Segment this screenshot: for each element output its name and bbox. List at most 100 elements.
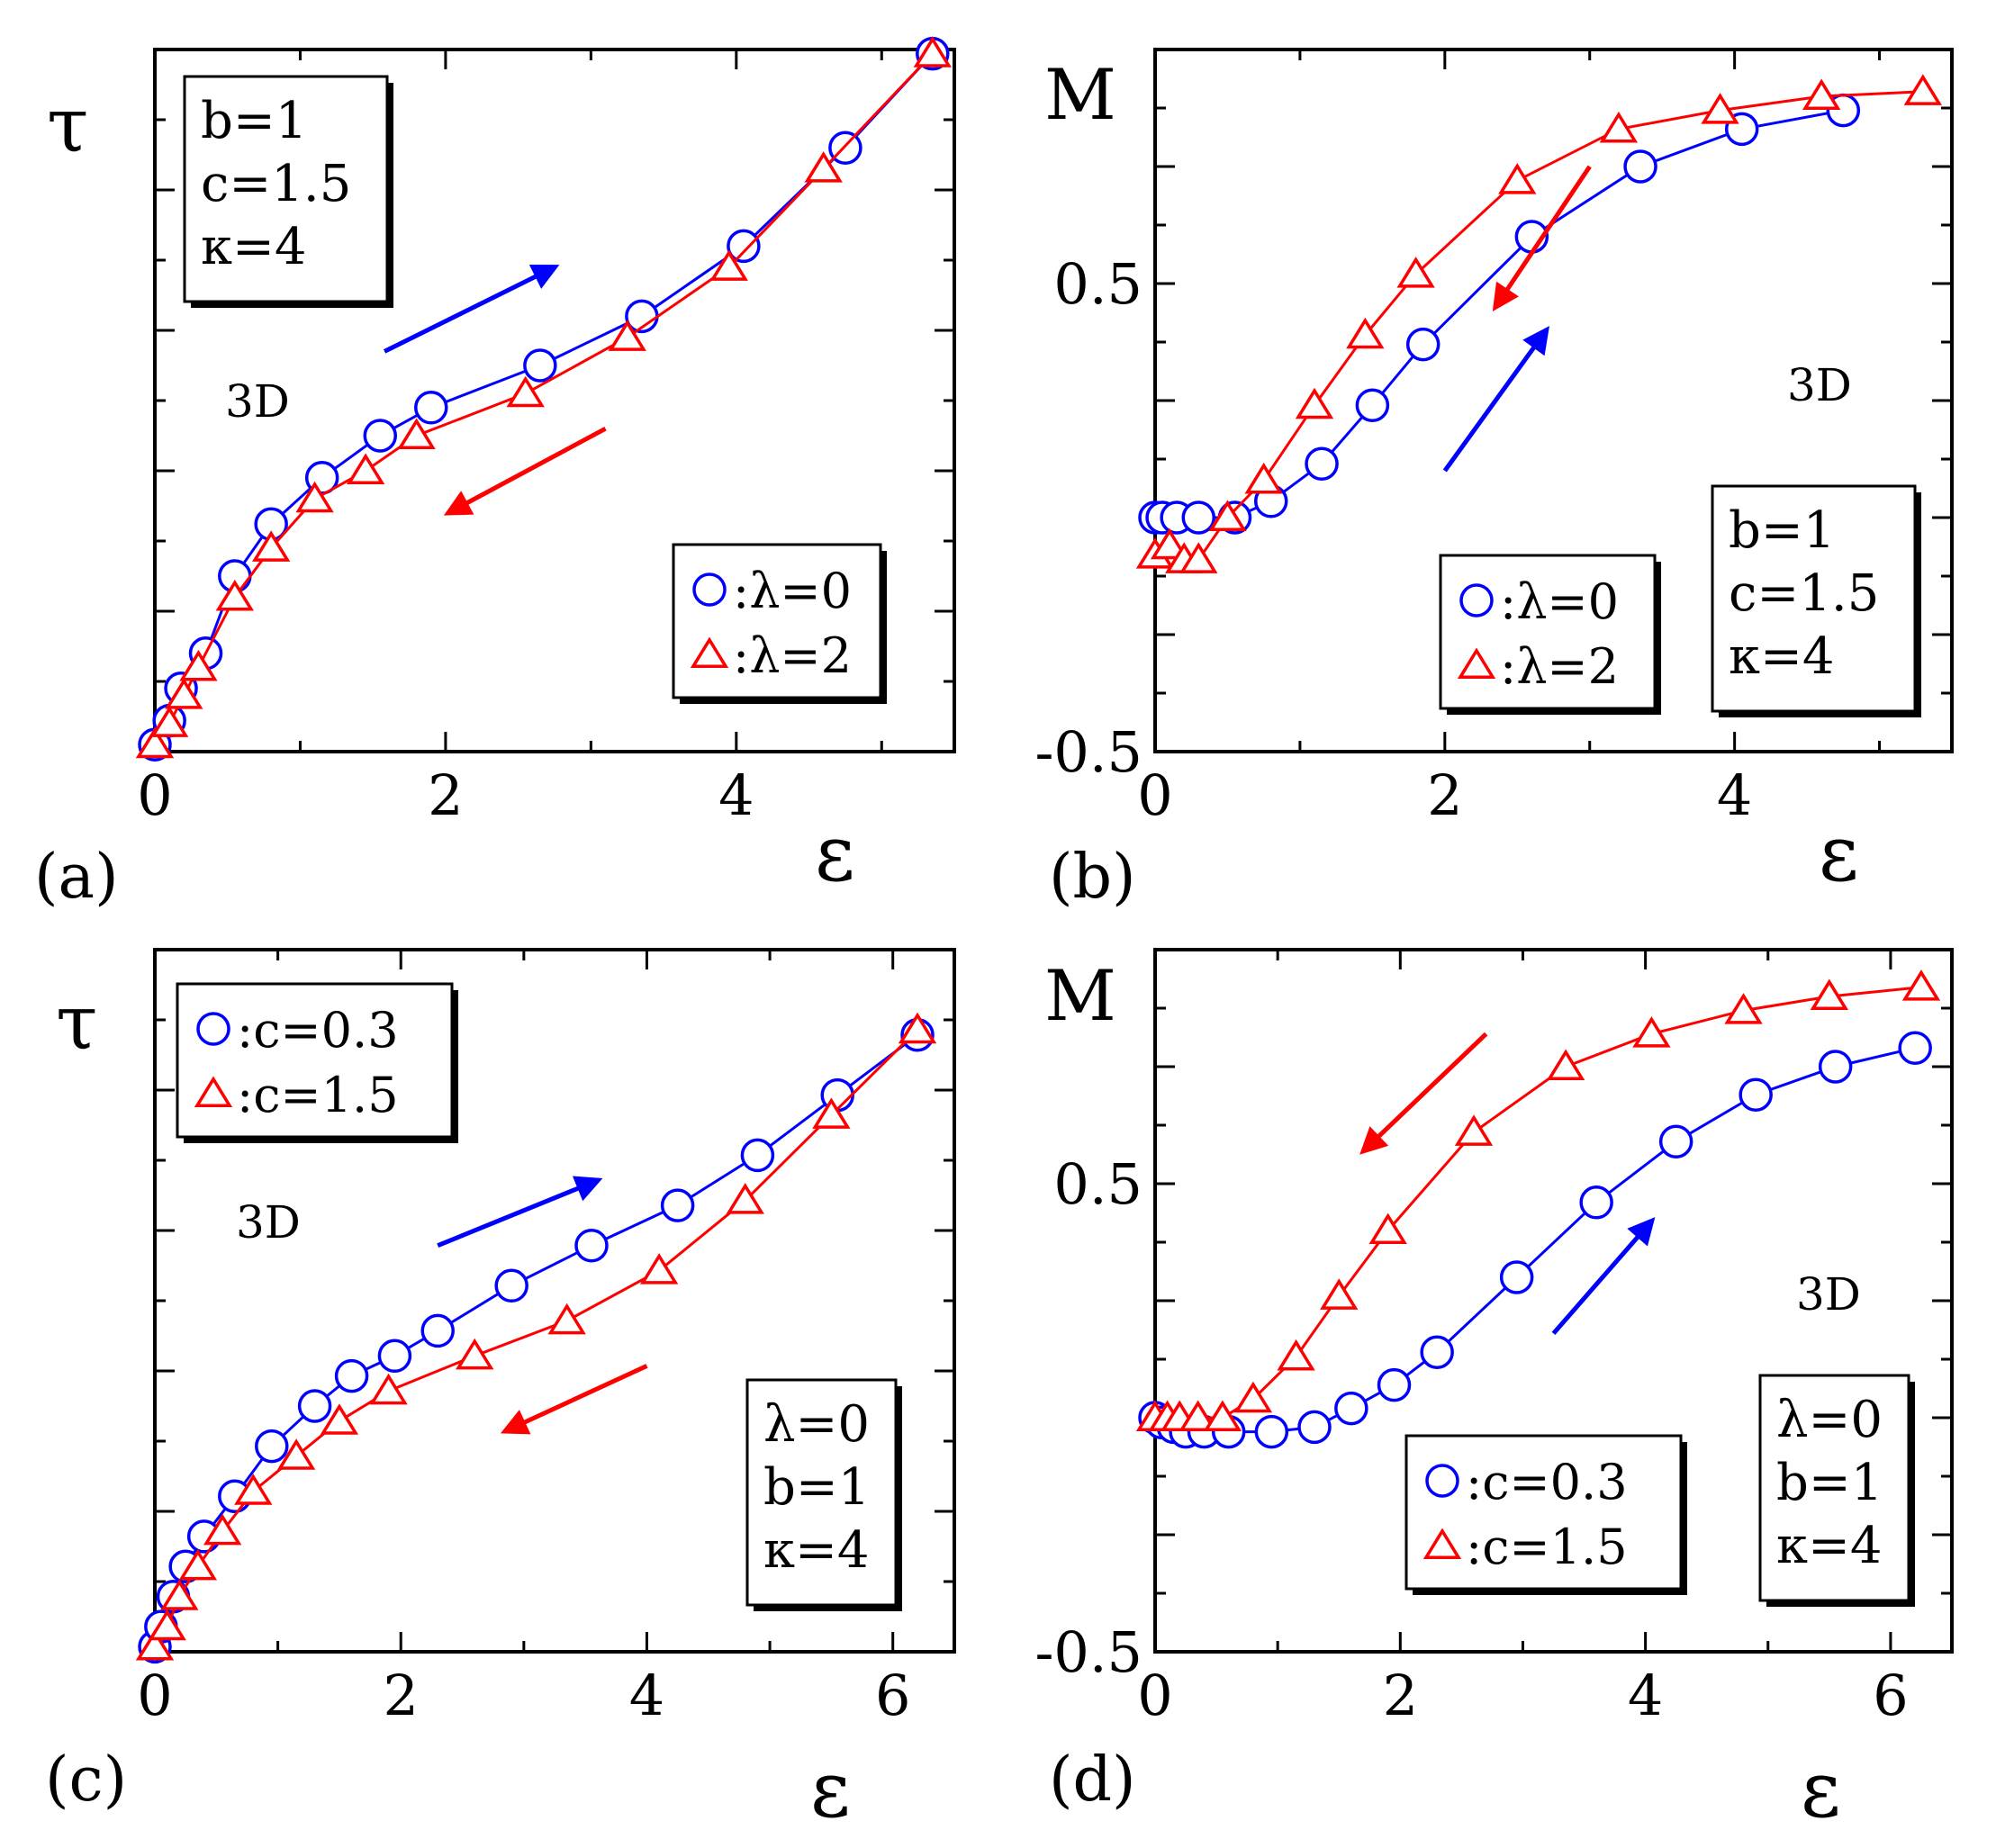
- panel-b-param-line: c=1.5: [1729, 564, 1879, 623]
- panel-a: (a) τ ε 3D 0 2 4 b=1c=1.5κ=4:λ=0:λ=2: [34, 36, 956, 913]
- panel-c-series-0-point: [334, 1358, 369, 1393]
- panel-a-series-1-point: [608, 320, 646, 351]
- panel-a-series-1-point: [295, 481, 334, 513]
- panel-c-series-0-point: [255, 1429, 289, 1464]
- panel-c-legend: [176, 982, 454, 1139]
- panel-b-xtick-label: 4: [1717, 762, 1752, 828]
- panel-c-param-line: λ=0: [763, 1395, 870, 1454]
- panel-c-series-1-point: [547, 1303, 586, 1335]
- panel-b-ylabel: M: [1044, 55, 1116, 136]
- panel-d-series-1-point: [1320, 1278, 1359, 1310]
- panel-b-legend-marker: [1457, 647, 1496, 680]
- panel-a-arrow-blue: [383, 265, 560, 354]
- panel-d-series-1-point: [1810, 978, 1849, 1011]
- panel-c-series-1-point: [178, 1548, 217, 1581]
- panel-c-arrow-red: [500, 1364, 648, 1435]
- panel-c-legend-label: :c=1.5: [237, 1067, 399, 1123]
- panel-c-series-1-point: [148, 1609, 186, 1641]
- panel-b-series-1-point: [1150, 527, 1189, 560]
- panel-c-series-0-point: [660, 1188, 695, 1222]
- panel-b-dimension-label: 3D: [1787, 359, 1852, 411]
- panel-a-series-0-point: [523, 348, 557, 383]
- panel-b-param-line: κ=4: [1729, 627, 1835, 686]
- panel-d-plot: 0 2 4 6 -0.5 0.5 λ=0b=1κ=4:c=0.3:c=1.5: [1034, 948, 1954, 1728]
- panel-b-arrow-blue: [1442, 326, 1549, 473]
- panel-b-ytick-label: 0.5: [1053, 251, 1143, 317]
- panel-b-param-box: [1711, 484, 1917, 713]
- panel-b-series-1-point: [1802, 78, 1841, 111]
- panel-c-legend-marker: [196, 1012, 230, 1046]
- panel-a-legend: [672, 543, 882, 699]
- panel-d-xlabel: ε: [1801, 1745, 1841, 1835]
- panel-a-legend-marker: [692, 572, 727, 607]
- panel-c-param-line: κ=4: [763, 1521, 870, 1580]
- panel-b-series-0-line: [1155, 109, 1844, 519]
- panel-a-param-box: [183, 75, 389, 303]
- panel-d-series-0-point: [1579, 1185, 1613, 1220]
- panel-a-ylabel: τ: [47, 81, 88, 169]
- panel-a-xtick-label: 2: [428, 762, 463, 828]
- panel-c-xtick-label: 4: [629, 1663, 664, 1728]
- panel-c-series-1-point: [369, 1373, 408, 1405]
- panel-c-legend-label: :c=0.3: [237, 1002, 399, 1059]
- panel-b-series-0-point: [1355, 388, 1390, 422]
- panel-a-series-1-point: [135, 726, 175, 759]
- panel-d-param-line: b=1: [1776, 1454, 1883, 1512]
- panel-b-legend-label: :λ=2: [1500, 638, 1619, 695]
- panel-b-series-1-point: [1599, 111, 1639, 143]
- panel-c-label: (c): [45, 1744, 127, 1816]
- panel-c-series-0-point: [377, 1339, 412, 1374]
- panel-d-dimension-label: 3D: [1796, 1268, 1861, 1321]
- panel-a-series-1-point: [149, 706, 189, 737]
- panel-c-series-1-point: [456, 1338, 494, 1370]
- panel-a-series-1-point: [913, 36, 952, 68]
- panel-d-series-0-point: [1499, 1260, 1534, 1294]
- panel-c-series-0-point: [297, 1389, 332, 1423]
- panel-a-series-0-point: [363, 419, 398, 453]
- panel-a-param-line: κ=4: [201, 218, 307, 276]
- panel-d-series-1-point: [1368, 1212, 1407, 1245]
- panel-a-series-1-point: [709, 249, 748, 281]
- panel-a-xtick-label: 0: [137, 762, 172, 828]
- panel-d-xtick-label: 0: [1137, 1663, 1172, 1728]
- panel-c-xtick-label: 0: [137, 1663, 172, 1728]
- panel-c-xtick-label: 2: [384, 1663, 419, 1728]
- panel-d-xtick-label: 6: [1873, 1663, 1908, 1728]
- panel-d-ytick-label: -0.5: [1034, 1619, 1143, 1685]
- panel-c-series-1-point: [726, 1183, 764, 1214]
- panel-b-xlabel: ε: [1819, 809, 1859, 899]
- panel-d-series-1-point: [1277, 1339, 1315, 1371]
- panel-d-series-0-point: [1898, 1031, 1932, 1065]
- panel-d: (d) M ε 3D 0 2 4 6 -0.5 0.5 λ=0b=1κ=4:c=0.3:c=…: [1034, 948, 1954, 1835]
- panel-b-xtick-label: 2: [1427, 762, 1462, 828]
- panel-c-param-box: [745, 1378, 898, 1607]
- panel-c-series-1-point: [898, 1012, 937, 1044]
- panel-d-series-1-point: [1179, 1400, 1217, 1432]
- panel-b-series-1-point: [1346, 317, 1385, 349]
- panel-c-ylabel: τ: [56, 978, 97, 1067]
- panel-d-series-0-point: [1658, 1124, 1693, 1158]
- panel-b-ytick-label: -0.5: [1034, 719, 1143, 785]
- panel-c-xtick-label: 6: [875, 1663, 910, 1728]
- panel-a-series-1-point: [506, 375, 545, 408]
- panel-a-series-1-point: [804, 151, 843, 183]
- panel-a-xlabel: ε: [815, 809, 855, 899]
- panel-a-series-1-point: [215, 579, 254, 611]
- panel-a-series-0-point: [727, 229, 761, 264]
- panel-a-legend-label: :λ=2: [733, 627, 852, 684]
- panel-a-legend-marker: [690, 636, 729, 669]
- panel-d-param-box: [1758, 1374, 1910, 1602]
- panel-b-series-0-point: [1181, 500, 1216, 535]
- panel-c-param-line: b=1: [763, 1458, 870, 1517]
- panel-b-legend: [1439, 554, 1657, 710]
- panel-d-param-line: λ=0: [1776, 1391, 1883, 1449]
- panel-c-legend-marker: [194, 1076, 233, 1108]
- panel-c-series-1-point: [276, 1438, 316, 1470]
- panel-a-label: (a): [34, 842, 119, 913]
- panel-d-series-0-point: [1377, 1367, 1412, 1402]
- panel-c-series-0-point: [494, 1268, 528, 1303]
- panel-d-legend-label: :c=0.3: [1466, 1454, 1628, 1510]
- panel-a-series-1-point: [346, 453, 385, 485]
- panel-d-series-1-point: [1203, 1400, 1242, 1432]
